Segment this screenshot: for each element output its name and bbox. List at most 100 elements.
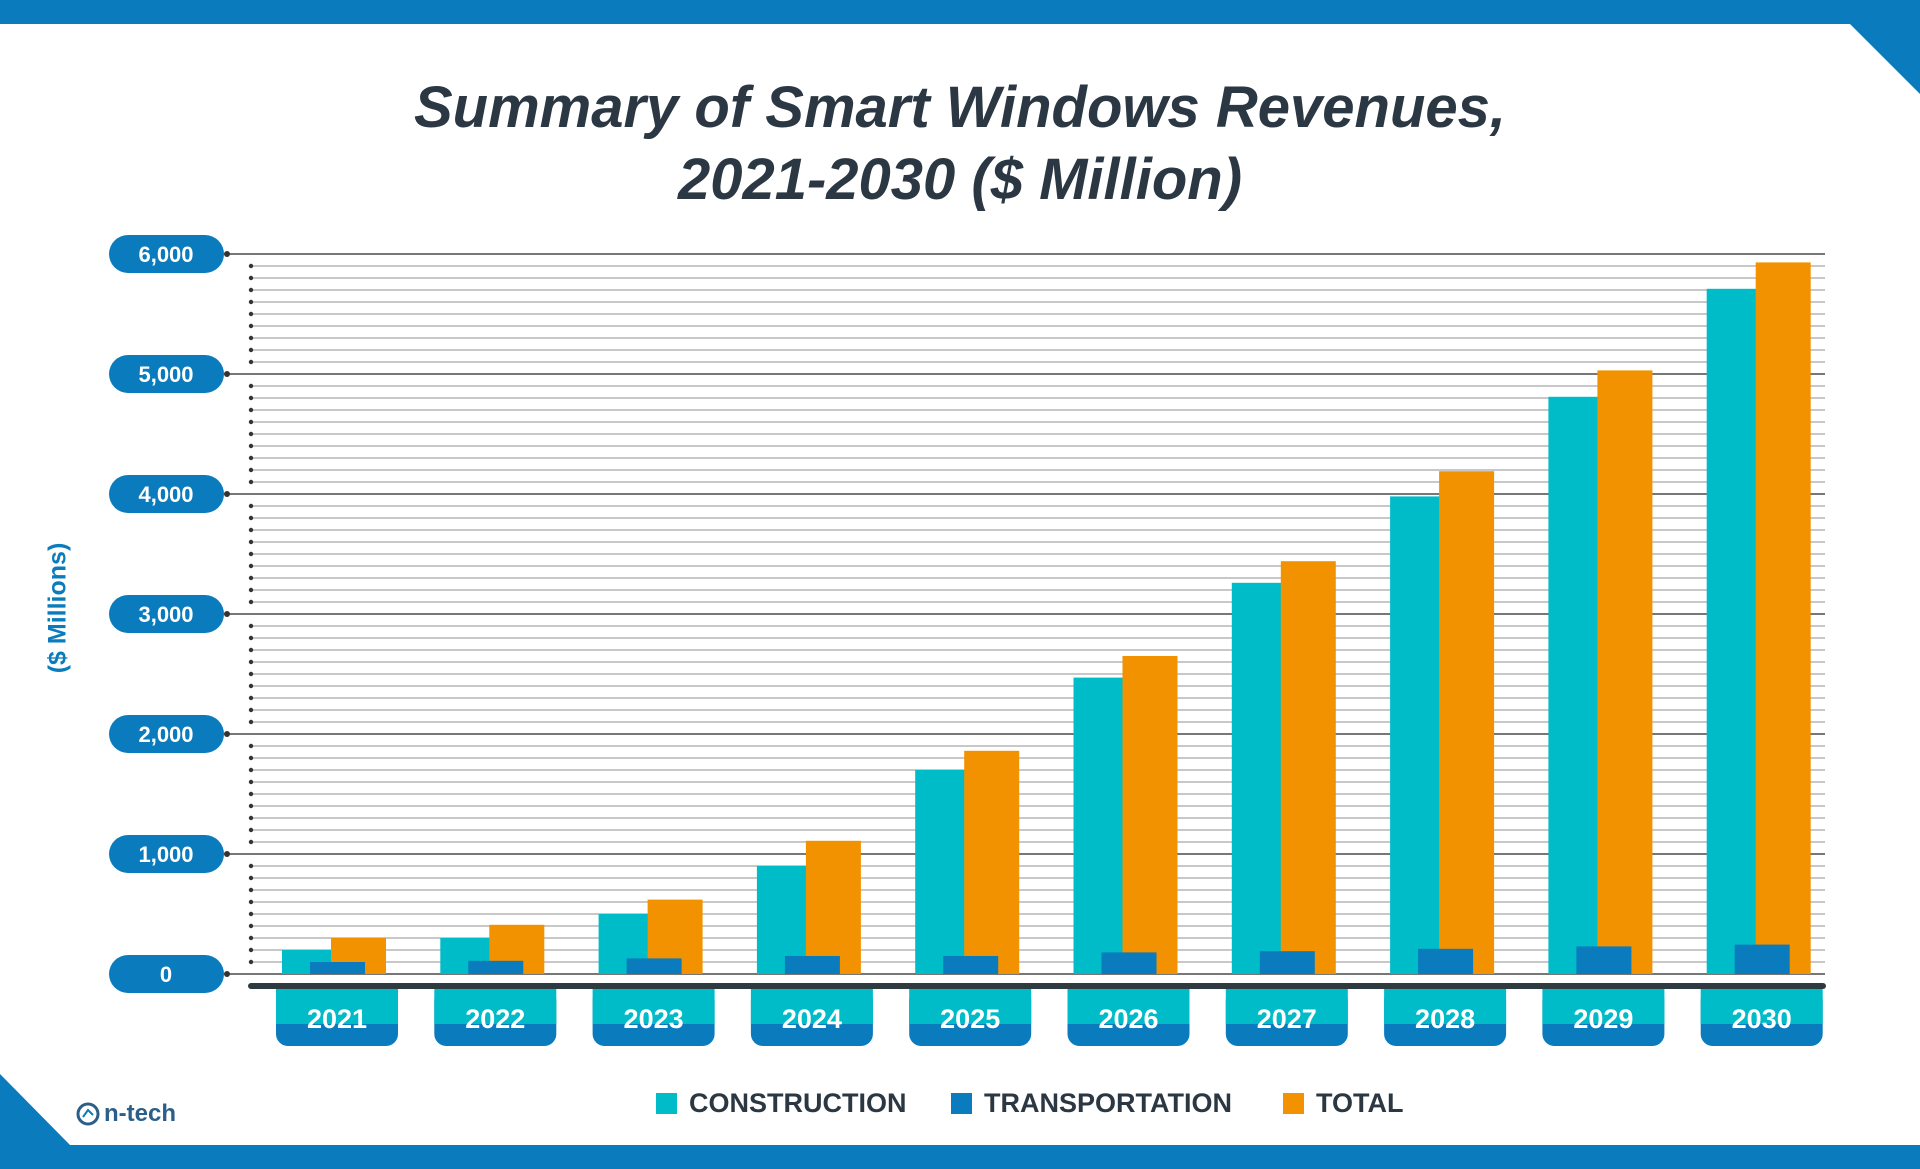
grid-dot xyxy=(248,275,254,281)
title-line-1: Summary of Smart Windows Revenues, xyxy=(413,75,1507,140)
y-tick-dot xyxy=(224,251,230,257)
y-tick-dot xyxy=(224,371,230,377)
grid-dot xyxy=(248,467,254,473)
x-tick-pill-top xyxy=(750,988,873,1024)
grid-dot xyxy=(248,791,254,797)
x-tick-pill-top xyxy=(434,988,557,1024)
grid-dot xyxy=(248,803,254,809)
x-tick-label: 2029 xyxy=(1573,1004,1633,1034)
y-tick-pill xyxy=(109,835,224,873)
grid-dot xyxy=(248,299,254,305)
y-tick-pill xyxy=(109,475,224,513)
x-tick-pill-top xyxy=(1700,988,1823,1024)
grid-dot xyxy=(248,443,254,449)
grid-dot xyxy=(248,839,254,845)
bar-construction xyxy=(1548,396,1604,974)
y-tick-label: 1,000 xyxy=(138,842,193,867)
grid-dot xyxy=(248,695,254,701)
bar-construction xyxy=(1231,582,1287,974)
y-tick-label: 5,000 xyxy=(138,362,193,387)
grid-dot xyxy=(248,395,254,401)
x-tick-pill-top xyxy=(1542,988,1665,1024)
bar-construction xyxy=(915,770,971,974)
grid-dot xyxy=(248,707,254,713)
transportation-swatch xyxy=(951,1093,972,1114)
grid-dot xyxy=(248,767,254,773)
grid-dot xyxy=(248,659,254,665)
grid-dot xyxy=(248,815,254,821)
top-right-corner xyxy=(1850,24,1920,94)
x-tick-label: 2030 xyxy=(1732,1004,1792,1034)
bar-construction xyxy=(1073,677,1129,974)
grid-dot xyxy=(248,359,254,365)
y-tick-label: 3,000 xyxy=(138,602,193,627)
grid-dot xyxy=(248,515,254,521)
x-tick-label: 2022 xyxy=(465,1004,525,1034)
grid-dot xyxy=(248,539,254,545)
bar-transportation xyxy=(784,956,840,974)
grid-dot xyxy=(248,623,254,629)
bar-construction xyxy=(1390,496,1446,974)
grid-dot xyxy=(248,311,254,317)
grid-dot xyxy=(248,743,254,749)
x-tick-pill-top xyxy=(276,988,398,1024)
grid-dot xyxy=(248,479,254,485)
x-tick-label: 2027 xyxy=(1257,1004,1317,1034)
bar-total xyxy=(805,840,861,974)
grid-dot xyxy=(248,911,254,917)
x-tick-label: 2023 xyxy=(624,1004,684,1034)
title-line-2: 2021-2030 ($ Million) xyxy=(677,147,1243,212)
grid-dot xyxy=(248,959,254,965)
grid-dot xyxy=(248,323,254,329)
legend-total: TOTAL xyxy=(1283,1088,1404,1119)
grid-dot xyxy=(248,947,254,953)
bar-transportation xyxy=(1259,951,1315,974)
legend: CONSTRUCTION TRANSPORTATION TOTAL xyxy=(0,1088,1920,1122)
top-band xyxy=(0,0,1920,24)
grid-dot xyxy=(248,407,254,413)
bar-transportation xyxy=(1576,946,1632,974)
grid-dot xyxy=(248,527,254,533)
bar-transportation xyxy=(1101,952,1157,974)
grid-dot xyxy=(248,755,254,761)
x-tick-label: 2025 xyxy=(940,1004,1000,1034)
y-tick-dot xyxy=(224,731,230,737)
y-tick-pill xyxy=(109,715,224,753)
legend-label: TRANSPORTATION xyxy=(984,1088,1232,1118)
bar-transportation xyxy=(943,956,999,974)
grid-dot xyxy=(248,635,254,641)
x-tick-label: 2026 xyxy=(1098,1004,1158,1034)
grid-dot xyxy=(248,923,254,929)
x-tick-label: 2028 xyxy=(1415,1004,1475,1034)
grid-dot xyxy=(248,551,254,557)
grid-dot xyxy=(248,875,254,881)
grid-dot xyxy=(248,779,254,785)
grid-dot xyxy=(248,827,254,833)
legend-label: CONSTRUCTION xyxy=(689,1088,907,1118)
y-tick-label: 4,000 xyxy=(138,482,193,507)
x-tick-pill-top xyxy=(592,988,715,1024)
globe-icon xyxy=(76,1102,100,1126)
bar-transportation xyxy=(1418,948,1474,974)
bar-total xyxy=(1755,262,1811,974)
logo-text: n-tech xyxy=(104,1100,176,1127)
grid-dot xyxy=(248,263,254,269)
grid-dot xyxy=(248,719,254,725)
legend-construction: CONSTRUCTION xyxy=(656,1088,907,1119)
grid-dot xyxy=(248,863,254,869)
y-tick-label: 0 xyxy=(160,962,172,987)
chart-title: Summary of Smart Windows Revenues, 2021-… xyxy=(0,72,1920,216)
grid-dot xyxy=(248,287,254,293)
y-tick-label: 2,000 xyxy=(138,722,193,747)
bar-total xyxy=(964,750,1020,974)
grid-dot xyxy=(248,383,254,389)
grid-dot xyxy=(248,683,254,689)
bar-total xyxy=(1597,370,1653,974)
grid-dot xyxy=(248,575,254,581)
bar-construction xyxy=(1706,288,1762,974)
bar-transportation xyxy=(1734,944,1790,974)
bottom-left-corner xyxy=(0,1074,70,1145)
x-tick-pill-top xyxy=(909,988,1032,1024)
x-tick-pill-top xyxy=(1067,988,1190,1024)
